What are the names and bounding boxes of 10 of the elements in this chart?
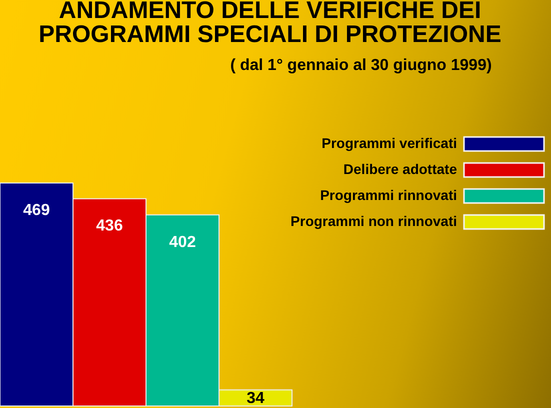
- text: Delibere adottate: [343, 161, 458, 177]
- text: Programmi non rinnovati: [290, 213, 457, 229]
- data-label: 402: [169, 234, 196, 251]
- text: Programmi verificati: [322, 135, 457, 151]
- data-label: 469: [23, 202, 50, 219]
- text: Programmi rinnovati: [320, 187, 457, 203]
- data-label: 436: [96, 218, 123, 235]
- chart-title: ANDAMENTO DELLE VERIFICHE DEI PROGRAMMI SPECIALI DI PROTEZIONE: [38, 0, 502, 48]
- data-label: 34: [246, 390, 264, 407]
- chart-subtitle: ( dal 1° gennaio al 30 giugno 1999): [230, 57, 492, 74]
